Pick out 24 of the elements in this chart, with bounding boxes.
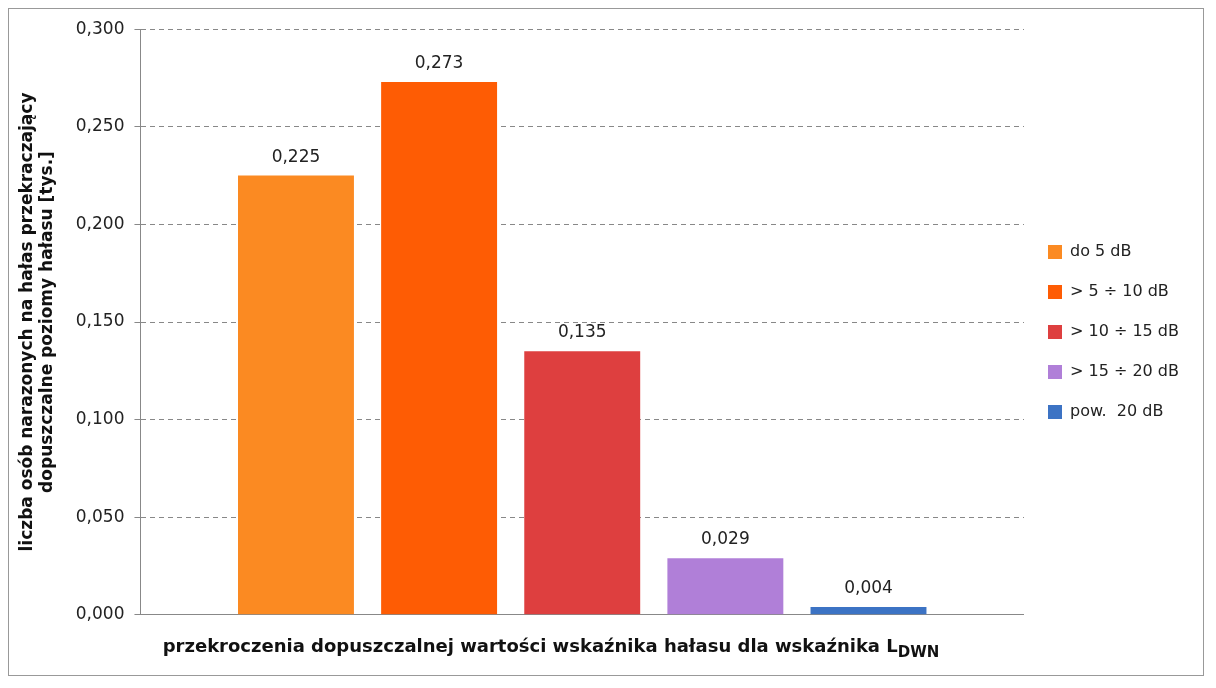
y-tick-label: 0,000 bbox=[75, 603, 125, 624]
data-label: 0,225 bbox=[271, 145, 321, 166]
legend-label: > 15 ÷ 20 dB bbox=[1069, 361, 1180, 381]
data-label: 0,273 bbox=[414, 51, 464, 72]
y-tick-label: 0,100 bbox=[75, 408, 125, 429]
y-tick-label: 0,250 bbox=[75, 115, 125, 136]
data-label: 0,029 bbox=[701, 528, 750, 549]
data-label: 0,135 bbox=[557, 321, 607, 342]
bar bbox=[810, 606, 927, 615]
legend-label: do 5 dB bbox=[1069, 241, 1132, 261]
y-tick-label: 0,300 bbox=[75, 17, 125, 38]
bar bbox=[238, 175, 354, 615]
legend-label: pow. 20 dB bbox=[1069, 401, 1164, 421]
data-label: 0,004 bbox=[844, 576, 893, 597]
bar bbox=[381, 81, 498, 615]
bar bbox=[524, 351, 641, 615]
y-tick-label: 0,050 bbox=[75, 505, 125, 526]
x-axis-title: przekroczenia dopuszczalnej wartości wskaźnika hałasu dla wskaźnika L$_{DWN}$ bbox=[161, 635, 941, 661]
y-tick-label: 0,150 bbox=[75, 310, 125, 331]
legend-label: > 5 ÷ 10 dB bbox=[1069, 281, 1169, 301]
y-tick-label: 0,200 bbox=[75, 212, 125, 233]
bar bbox=[667, 558, 784, 615]
legend-label: > 10 ÷ 15 dB bbox=[1069, 321, 1180, 341]
y-axis-title: liczba osób narazonych na hałas przekraczający dopuszczalne poziomy hałasu [tys.] bbox=[15, 92, 57, 552]
